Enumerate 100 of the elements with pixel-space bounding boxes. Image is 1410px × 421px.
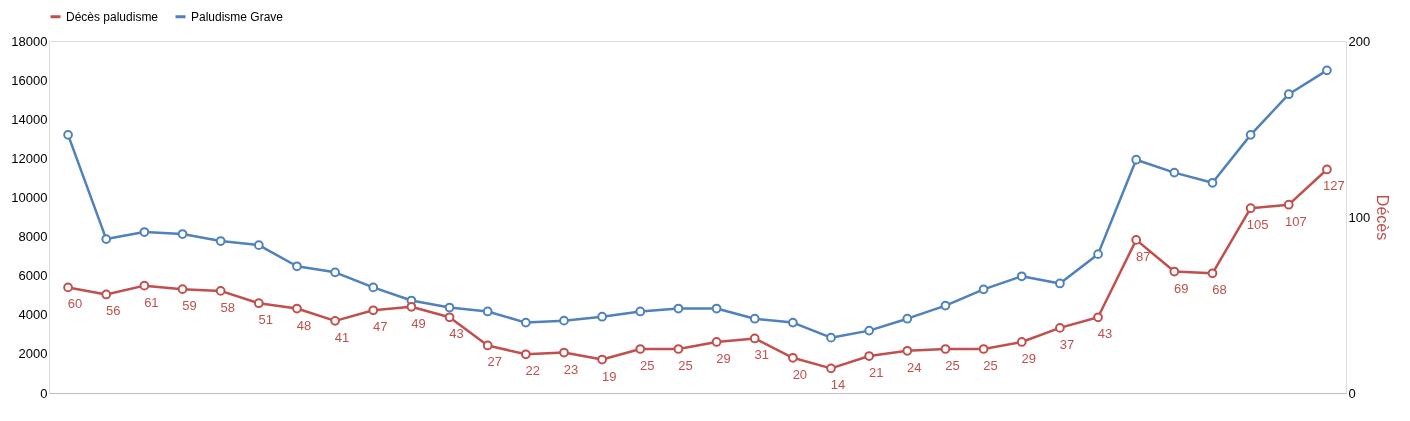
y-tick-label: 12000 (11, 150, 48, 166)
y-tick-label: 16000 (11, 72, 48, 88)
point (330, 267, 340, 278)
point (978, 284, 989, 295)
point (253, 240, 264, 251)
data-label: 49 (411, 315, 426, 331)
point (292, 261, 302, 272)
point (1016, 337, 1027, 347)
data-label: 105 (1246, 217, 1269, 233)
point (368, 282, 379, 293)
point (139, 280, 150, 291)
y-tick-label: 18000 (11, 33, 48, 49)
point (444, 312, 455, 323)
data-label: 43 (449, 326, 464, 342)
data-label: 23 (563, 361, 579, 377)
point (597, 354, 608, 365)
point (101, 289, 112, 300)
data-label: 25 (983, 358, 998, 373)
point (826, 363, 836, 374)
data-label: 43 (1097, 326, 1113, 342)
point (1169, 266, 1180, 277)
point (1322, 164, 1332, 175)
point (63, 130, 73, 140)
point (1245, 203, 1256, 214)
point (864, 351, 875, 361)
data-label: 27 (487, 354, 502, 370)
point (597, 311, 608, 322)
point (520, 349, 531, 360)
point (1207, 177, 1218, 188)
point (1283, 89, 1294, 100)
point (978, 344, 989, 354)
point (711, 337, 722, 347)
point (1322, 65, 1332, 76)
y-tick-label: 2000 (18, 346, 48, 362)
point (368, 305, 379, 316)
point (902, 345, 913, 356)
data-label: 31 (754, 347, 769, 363)
data-label: 69 (1174, 280, 1189, 296)
point (253, 298, 264, 309)
data-label: 20 (792, 366, 808, 382)
point (482, 306, 493, 317)
data-label: 21 (868, 365, 884, 381)
data-label: 22 (525, 363, 541, 379)
legend-label: Paludisme Grave (191, 9, 284, 24)
point (559, 315, 569, 326)
point (787, 317, 798, 328)
point (139, 227, 150, 237)
data-label: 41 (334, 329, 350, 345)
point (444, 302, 455, 313)
legend-label: Décès paludisme (66, 9, 159, 24)
point (826, 332, 836, 343)
data-label: 107 (1284, 213, 1307, 229)
data-label: 58 (220, 299, 235, 315)
point (1055, 278, 1065, 289)
point (177, 229, 188, 239)
data-label: 25 (945, 358, 960, 373)
point (215, 286, 226, 296)
point (749, 313, 760, 324)
point (1055, 323, 1065, 333)
point (1207, 268, 1218, 279)
point (482, 340, 493, 351)
data-label: 68 (1212, 282, 1227, 298)
y-tick-label: 8000 (18, 229, 48, 245)
point (635, 306, 646, 317)
point (673, 344, 684, 354)
point (559, 347, 569, 358)
y-tick-label: 0 (40, 385, 48, 401)
point (749, 333, 760, 344)
point (787, 352, 798, 363)
data-label: 87 (1135, 248, 1151, 264)
point (101, 234, 112, 244)
data-label: 56 (105, 303, 121, 319)
point (940, 300, 951, 311)
point (1093, 312, 1103, 323)
data-label: 37 (1059, 336, 1075, 352)
point (635, 344, 646, 354)
point (1245, 130, 1256, 140)
point (673, 303, 684, 314)
point (520, 317, 531, 328)
point (177, 284, 188, 295)
y-tick-label: 4000 (18, 307, 48, 323)
y2-tick-label: 100 (1348, 209, 1371, 225)
data-label: 19 (601, 368, 617, 384)
point (1169, 167, 1180, 178)
y2-tick-label: 200 (1348, 33, 1371, 49)
point (1283, 199, 1294, 210)
data-label: 61 (144, 294, 159, 310)
point (940, 344, 951, 354)
data-label: 51 (258, 312, 274, 328)
point (864, 325, 875, 336)
data-label: 60 (67, 296, 83, 312)
point (1131, 235, 1142, 245)
point (292, 303, 302, 314)
point (711, 303, 722, 314)
data-label: 25 (678, 358, 693, 373)
y-tick-label: 6000 (18, 268, 48, 284)
data-label: 47 (373, 319, 388, 335)
point (1093, 249, 1103, 260)
data-label: 14 (830, 377, 846, 393)
point (1131, 154, 1142, 165)
